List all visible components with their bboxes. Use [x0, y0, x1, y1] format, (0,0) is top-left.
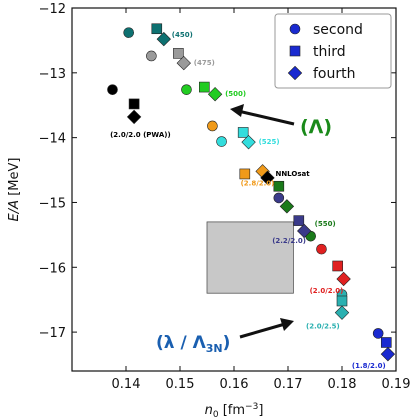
family-label: NNLOsat	[275, 170, 310, 178]
data-point-fourth	[297, 223, 312, 239]
x-tick-label: 0.19	[382, 377, 411, 392]
annotation-arrowhead	[280, 318, 294, 331]
data-point-second	[216, 136, 227, 147]
y-tick-label: −13	[39, 67, 66, 82]
family-label: (550)	[315, 220, 336, 228]
empirical-saturation-box	[206, 221, 294, 294]
data-point-second	[372, 328, 384, 339]
family-label: (500)	[225, 90, 246, 98]
family-label: (2.0/2.0 (PWA))	[110, 131, 171, 139]
legend-label-second: second	[313, 22, 363, 38]
annotations: (Λ) (λ / Λ3N)	[156, 104, 332, 355]
data-point-second	[181, 84, 192, 95]
data-point-fourth	[241, 135, 256, 150]
data-point-third	[332, 260, 343, 272]
family-label: (475)	[194, 59, 215, 67]
legend-label-fourth: fourth	[313, 66, 356, 82]
family-label: (1.8/2.0)	[352, 362, 386, 370]
data-point-third	[237, 127, 249, 138]
data-point-third	[128, 98, 140, 110]
family-label: (2.0/2.0)	[310, 287, 344, 295]
data-point-fourth	[336, 271, 351, 287]
data-point-third	[239, 168, 251, 180]
legend-marker-fourth	[287, 65, 303, 81]
family-label: (2.8/2.0)	[241, 179, 275, 187]
empirical-box-layer	[206, 221, 294, 294]
data-point-third	[151, 23, 163, 35]
legend-marker-second	[289, 23, 301, 35]
data-point-fourth	[126, 109, 142, 125]
y-tick-label: −14	[39, 132, 66, 147]
data-point-fourth	[176, 55, 191, 71]
data-point-fourth	[380, 346, 396, 362]
data-point-second	[273, 192, 285, 204]
data-points	[107, 23, 396, 362]
x-tick-label: 0.14	[112, 377, 141, 392]
y-tick-label: −15	[39, 196, 66, 211]
legend-marker-third	[289, 45, 301, 57]
data-point-third	[293, 215, 305, 226]
data-point-fourth	[279, 199, 295, 214]
family-label: (2.0/2.5)	[306, 323, 340, 331]
annotation-arrow	[239, 322, 286, 339]
x-tick-label: 0.16	[220, 377, 249, 392]
x-tick-label: 0.17	[274, 377, 303, 392]
data-point-fourth	[207, 87, 223, 102]
data-point-second	[146, 50, 157, 62]
data-point-third	[199, 81, 210, 93]
annotation-arrowhead	[230, 104, 244, 117]
data-point-second	[207, 120, 218, 132]
x-tick-label: 0.15	[166, 377, 195, 392]
data-point-second	[123, 27, 134, 38]
legend: second third fourth	[274, 13, 392, 89]
x-axis-label: n0 [fm−3]	[205, 402, 264, 420]
annotation-arrow	[237, 109, 295, 126]
legend-box	[274, 13, 392, 89]
family-label: (525)	[259, 138, 280, 146]
family-label: (450)	[172, 31, 193, 39]
family-label: (2.2/2.0)	[272, 237, 306, 245]
annotation-lambda: (Λ)	[300, 116, 332, 138]
data-point-second	[316, 243, 327, 255]
data-point-fourth	[260, 170, 275, 186]
y-axis-label: E/A [MeV]	[7, 158, 22, 222]
data-point-third	[273, 180, 285, 192]
data-point-third	[173, 48, 184, 59]
y-tick-label: −12	[39, 2, 66, 17]
data-point-third	[336, 295, 348, 307]
data-point-third	[380, 337, 392, 348]
x-tick-label: 0.18	[328, 377, 357, 392]
data-labels: (450) (475) (2.0/2.0 (PWA)) (500) (525) (2.8/…	[110, 31, 386, 370]
data-point-second	[107, 84, 118, 95]
axes: 0.14 0.15 0.16 0.17 0.18 0.19 −12 −13 −14 −15 −16 −…	[7, 2, 410, 420]
annotation-lambda-3n: (λ / Λ3N)	[156, 333, 230, 355]
data-point-fourth	[156, 31, 171, 47]
data-point-fourth	[334, 305, 350, 320]
legend-label-third: third	[313, 44, 346, 60]
y-tick-label: −17	[39, 326, 66, 341]
y-tick-label: −16	[39, 261, 66, 276]
